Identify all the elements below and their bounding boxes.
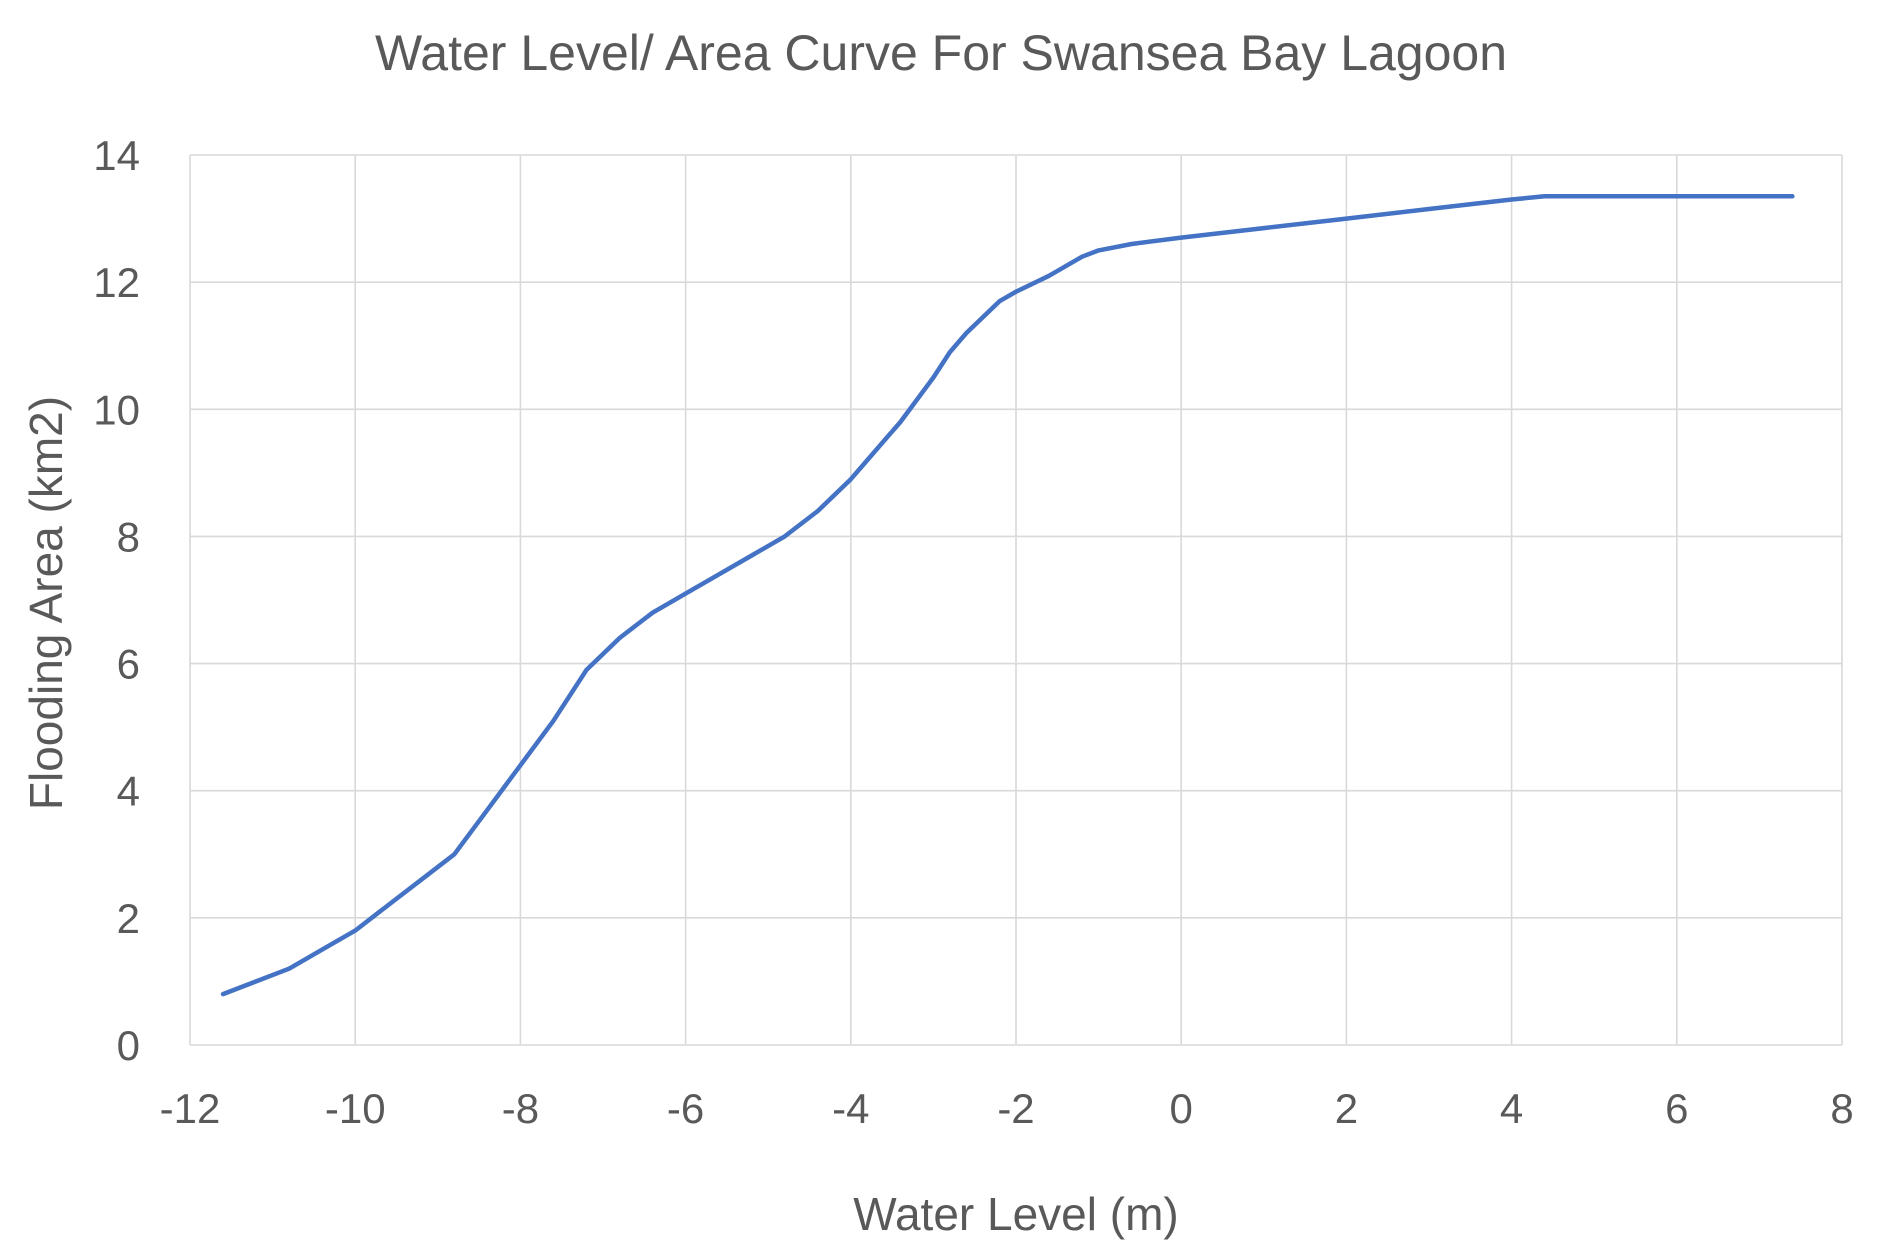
y-tick-label: 10: [93, 386, 140, 433]
y-tick-label: 14: [93, 132, 140, 179]
x-tick-label: 4: [1500, 1085, 1523, 1132]
x-tick-label: -10: [325, 1085, 386, 1132]
x-tick-label: -12: [160, 1085, 221, 1132]
x-tick-label: 0: [1170, 1085, 1193, 1132]
y-axis-label: Flooding Area (km2): [20, 396, 72, 810]
chart-title: Water Level/ Area Curve For Swansea Bay …: [375, 25, 1507, 81]
y-tick-label: 0: [117, 1022, 140, 1069]
y-tick-labels: 0 2 4 6 8 10 12 14: [93, 132, 140, 1069]
x-tick-label: 2: [1335, 1085, 1358, 1132]
x-tick-label: 6: [1665, 1085, 1688, 1132]
series-line: [220, 194, 1795, 997]
x-axis-label: Water Level (m): [853, 1188, 1178, 1240]
x-tick-labels: -12 -10 -8 -6 -4 -2 0 2 4 6 8: [160, 1085, 1854, 1132]
y-tick-label: 8: [117, 513, 140, 560]
y-tick-label: 6: [117, 641, 140, 688]
y-tick-label: 4: [117, 768, 140, 815]
series-layer: [220, 194, 1795, 997]
y-tick-label: 2: [117, 895, 140, 942]
y-tick-label: 12: [93, 259, 140, 306]
gridlines: [189, 154, 1843, 1046]
x-tick-label: -2: [997, 1085, 1034, 1132]
x-tick-label: -6: [667, 1085, 704, 1132]
x-tick-label: 8: [1830, 1085, 1853, 1132]
x-tick-label: -4: [832, 1085, 869, 1132]
x-tick-label: -8: [502, 1085, 539, 1132]
